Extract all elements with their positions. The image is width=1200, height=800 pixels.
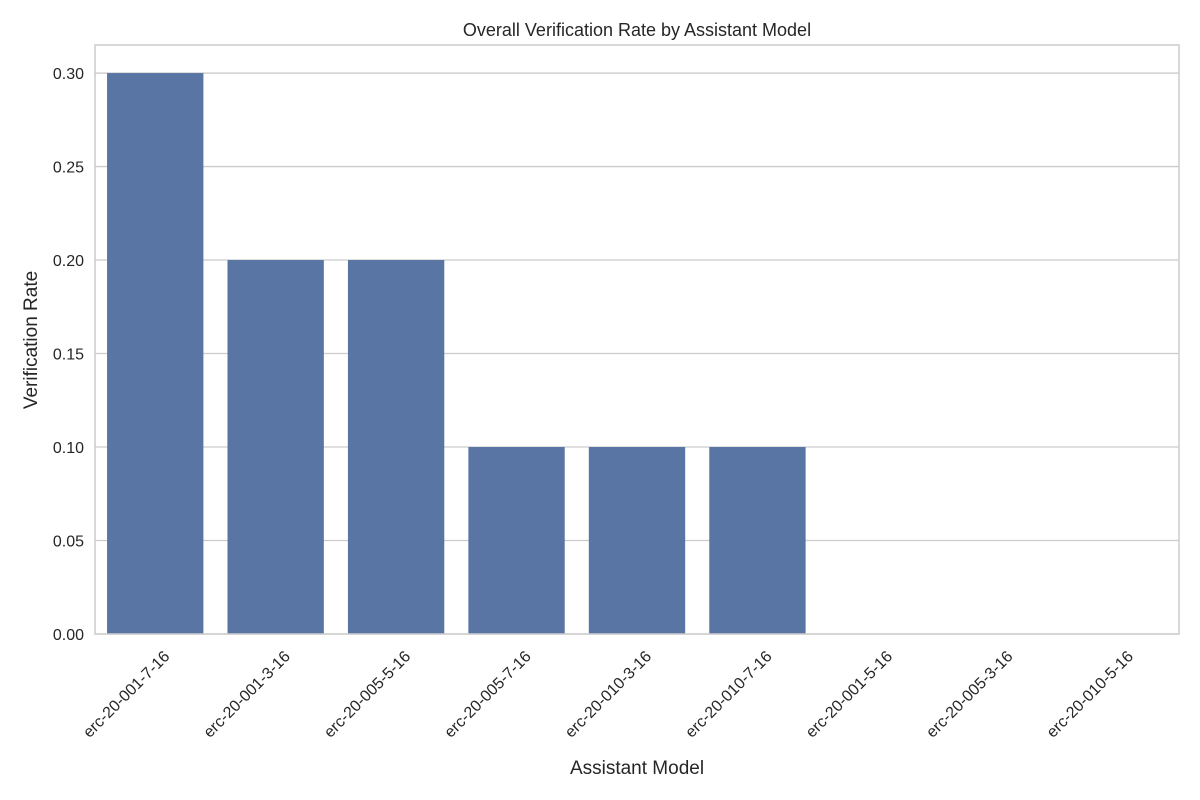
x-tick-label: erc-20-010-5-16 (1044, 648, 1137, 741)
y-tick-label: 0.25 (53, 160, 84, 177)
x-tick-label: erc-20-001-7-16 (80, 648, 173, 741)
plot-frame (94, 44, 1180, 635)
bar (468, 447, 565, 634)
y-tick-labels: 0.00 0.05 0.10 0.15 0.20 0.25 0.30 (53, 66, 84, 644)
y-tick-label: 0.00 (53, 627, 84, 644)
bar (227, 260, 324, 634)
bar (709, 447, 806, 634)
bar (347, 260, 445, 634)
y-tick-label: 0.05 (53, 534, 84, 551)
y-tick-label: 0.10 (53, 440, 84, 457)
x-tick-label: erc-20-005-7-16 (442, 648, 535, 741)
y-tick-label: 0.30 (53, 66, 84, 83)
x-tick-label: erc-20-010-7-16 (682, 648, 775, 741)
bars (107, 73, 806, 635)
x-tick-label: erc-20-005-3-16 (923, 648, 1016, 741)
y-axis-title: Verification Rate (21, 271, 42, 409)
y-tick-label: 0.20 (53, 253, 84, 270)
bar (588, 447, 686, 634)
chart-title: Overall Verification Rate by Assistant M… (463, 20, 811, 40)
x-tick-label: erc-20-001-3-16 (201, 648, 294, 741)
y-tick-label: 0.15 (53, 347, 84, 364)
x-tick-labels: erc-20-001-7-16 erc-20-001-3-16 erc-20-005… (80, 648, 1137, 741)
x-tick-label: erc-20-001-5-16 (803, 648, 896, 741)
x-tick-label: erc-20-005-5-16 (321, 648, 414, 741)
bar (107, 73, 204, 635)
x-axis-title: Assistant Model (570, 758, 704, 779)
x-tick-label: erc-20-010-3-16 (562, 648, 655, 741)
